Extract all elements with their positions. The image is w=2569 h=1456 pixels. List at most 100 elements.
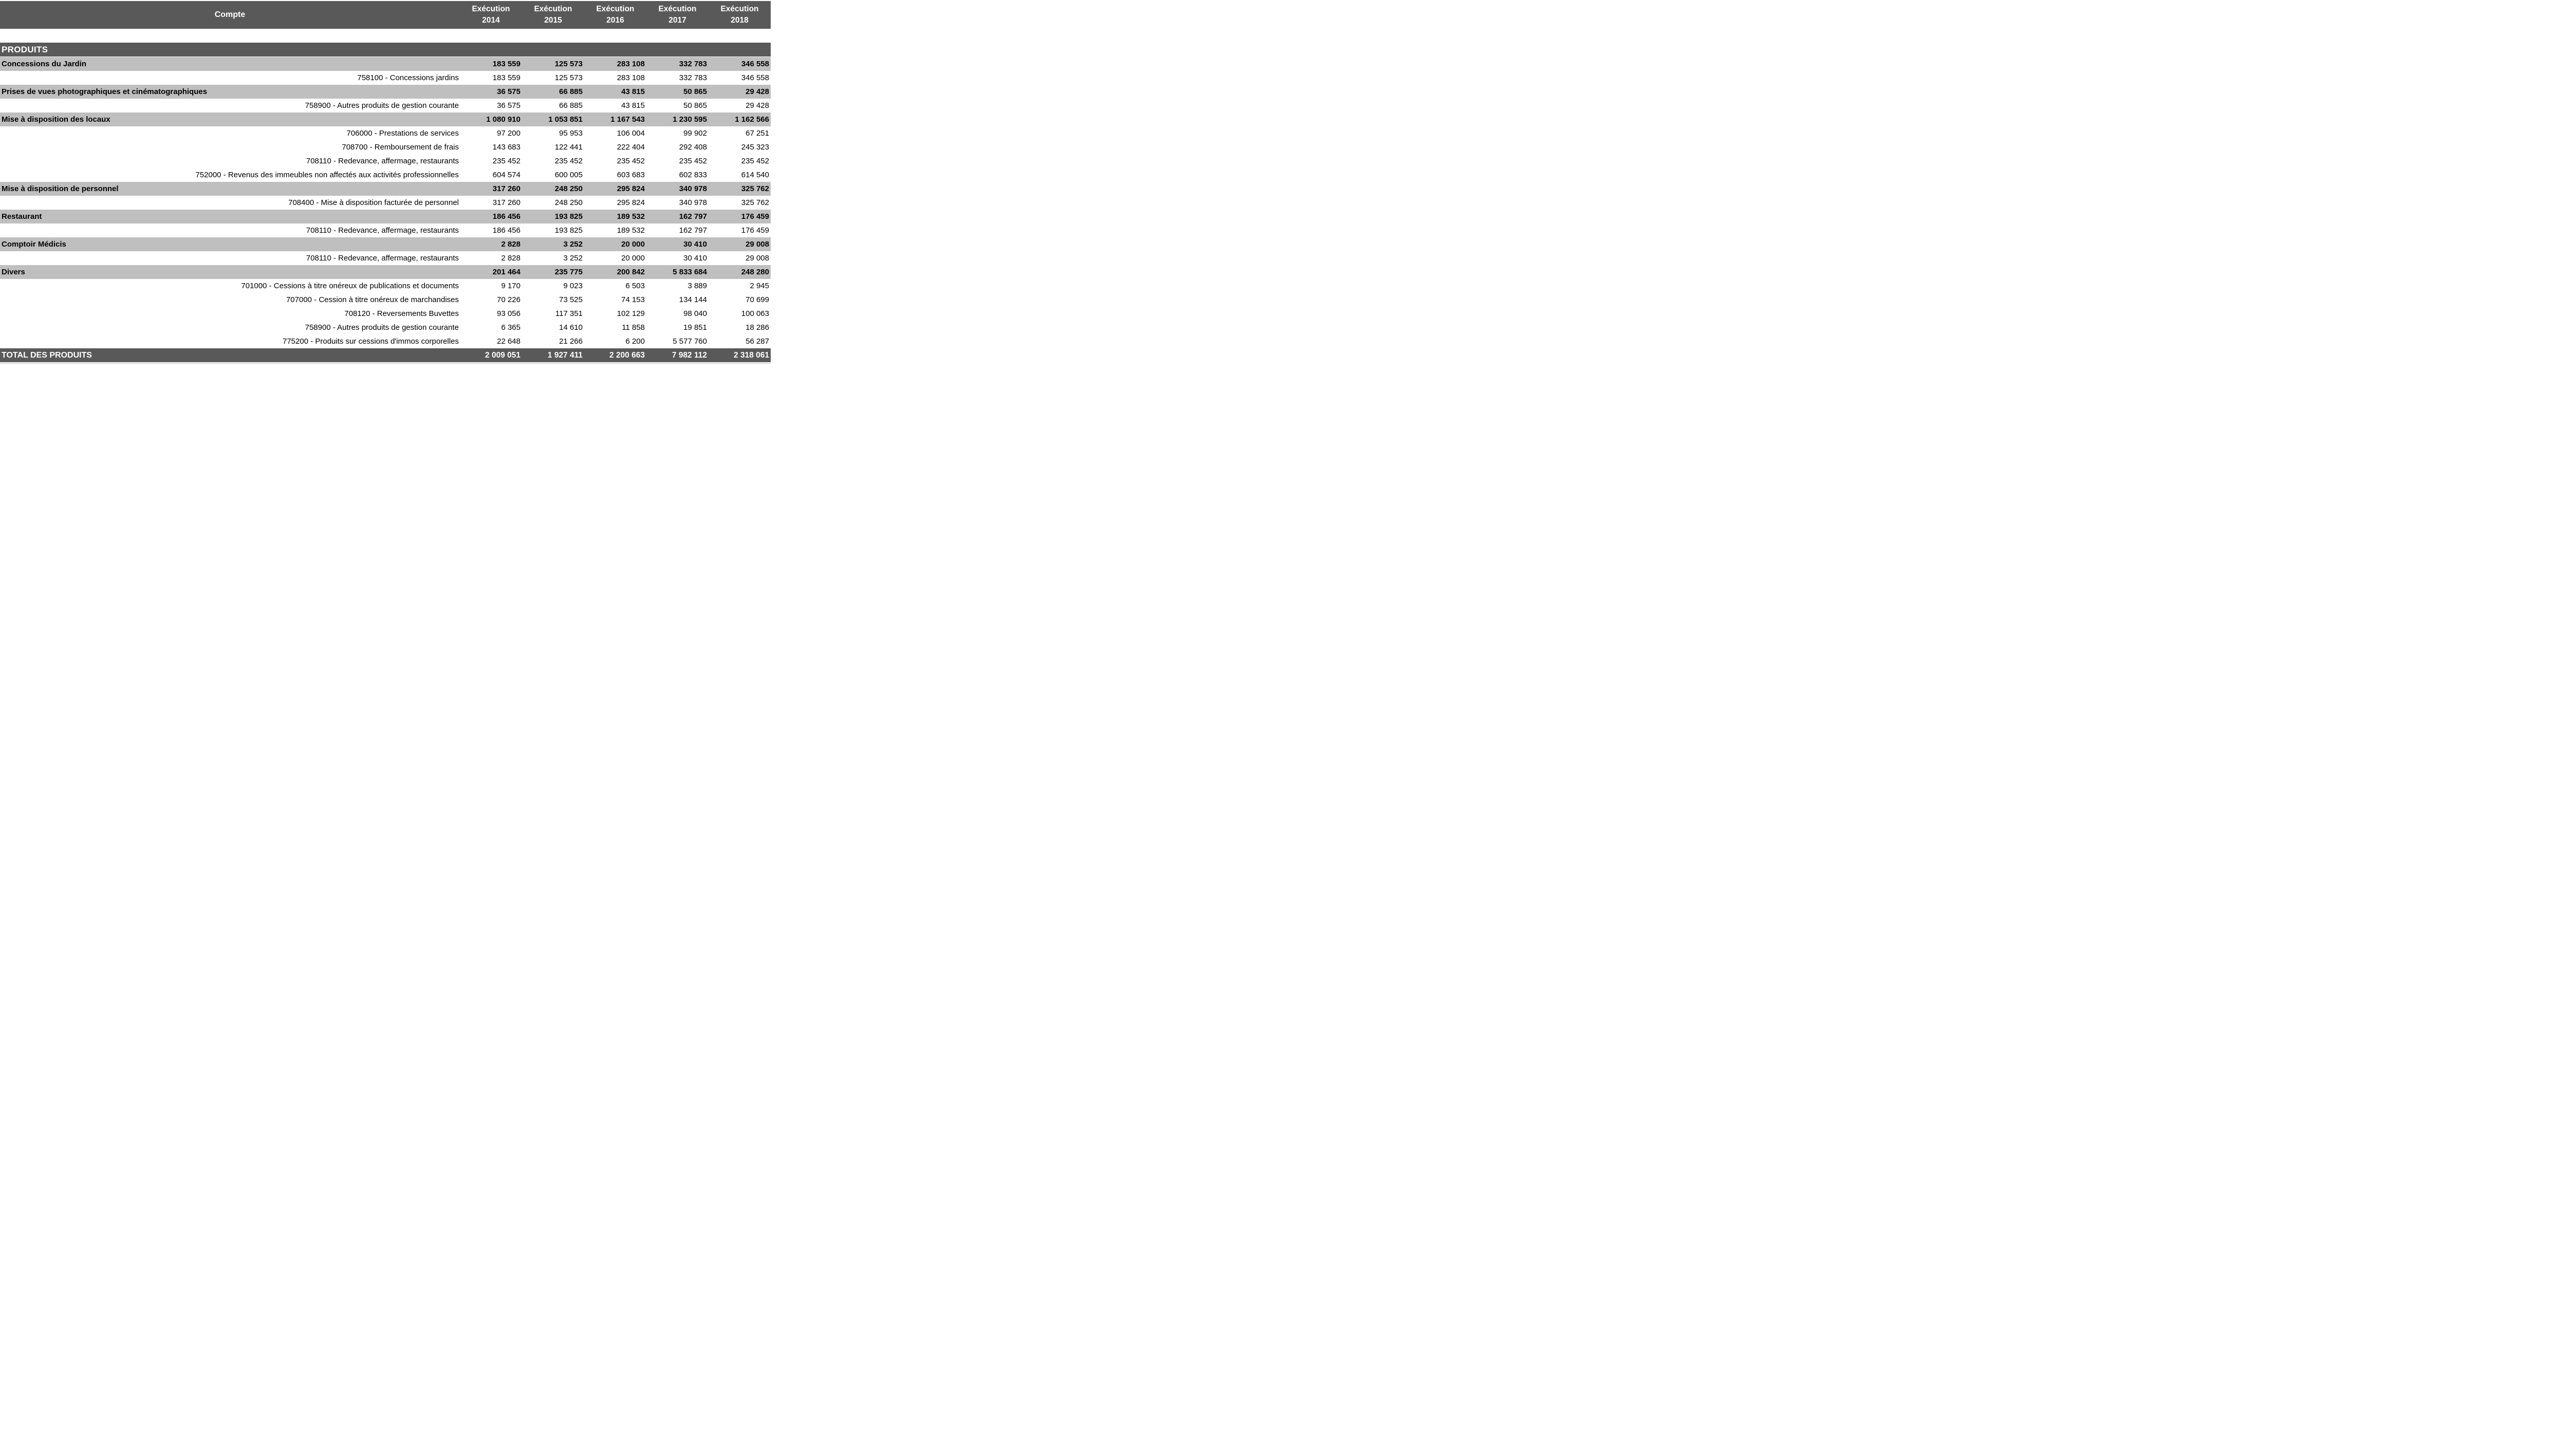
value-cell: 43 815 <box>621 87 645 96</box>
value-cell: 235 775 <box>554 268 583 276</box>
value-cell: 600 005 <box>554 171 583 179</box>
value-cell: 603 683 <box>617 171 645 179</box>
value-cell: 346 558 <box>741 73 769 82</box>
value-cell: 18 286 <box>746 323 769 332</box>
value-cell: 248 250 <box>554 184 583 193</box>
value-cell: 201 464 <box>492 268 520 276</box>
total-value-cell: 2 318 061 <box>734 350 769 360</box>
section-header-produits: PRODUITS <box>0 43 771 57</box>
value-cell: 2 828 <box>501 240 520 249</box>
value-cell: 125 573 <box>554 60 583 68</box>
category-label: Restaurant <box>2 213 42 220</box>
execution-label: Exécution <box>534 5 572 14</box>
value-cell: 14 610 <box>559 323 583 332</box>
value-cell: 29 428 <box>746 87 769 96</box>
value-cell: 29 428 <box>746 101 769 110</box>
category-row: Mise à disposition des locaux 1 080 910 1 … <box>0 113 771 126</box>
execution-year: 2018 <box>731 16 749 25</box>
account-label: 707000 - Cession à titre onéreux de marc… <box>286 296 459 304</box>
value-cell: 6 503 <box>625 282 645 290</box>
category-row: Prises de vues photographiques et cinéma… <box>0 85 771 99</box>
value-cell: 602 833 <box>679 171 707 179</box>
value-cell: 66 885 <box>559 101 583 110</box>
value-cell: 1 162 566 <box>735 115 769 124</box>
category-row: Divers 201 464 235 775 200 842 5 833 684 248 … <box>0 265 771 279</box>
account-label: 752000 - Revenus des immeubles non affec… <box>195 171 459 179</box>
value-cell: 325 762 <box>741 198 769 207</box>
value-cell: 102 129 <box>617 309 645 318</box>
value-cell: 292 408 <box>679 143 707 152</box>
value-cell: 36 575 <box>497 101 520 110</box>
account-detail-row: 708110 - Redevance, affermage, restauran… <box>0 154 771 168</box>
value-cell: 189 532 <box>617 226 645 235</box>
value-cell: 235 452 <box>679 157 707 165</box>
value-cell: 186 456 <box>492 226 520 235</box>
category-label: Mise à disposition des locaux <box>2 116 110 123</box>
value-cell: 117 351 <box>555 309 583 318</box>
category-row: Concessions du Jardin 183 559 125 573 283 1… <box>0 57 771 71</box>
value-cell: 176 459 <box>741 226 769 235</box>
account-label: 708110 - Redevance, affermage, restauran… <box>306 157 459 165</box>
account-detail-row: 708110 - Redevance, affermage, restauran… <box>0 223 771 237</box>
execution-year: 2016 <box>606 16 624 25</box>
value-cell: 98 040 <box>683 309 707 318</box>
value-cell: 222 404 <box>617 143 645 152</box>
value-cell: 340 978 <box>679 184 707 193</box>
category-label: Divers <box>2 268 25 276</box>
value-cell: 245 323 <box>741 143 769 152</box>
account-label: 758900 - Autres produits de gestion cour… <box>305 102 459 109</box>
account-detail-row: 708700 - Remboursement de frais 143 683 12… <box>0 140 771 154</box>
table-body: Concessions du Jardin 183 559 125 573 283 1… <box>0 57 771 348</box>
value-cell: 5 577 760 <box>673 337 707 346</box>
account-label: 758100 - Concessions jardins <box>357 74 459 82</box>
value-cell: 614 540 <box>741 171 769 179</box>
execution-label: Exécution <box>596 5 635 14</box>
value-cell: 1 167 543 <box>610 115 645 124</box>
value-cell: 235 452 <box>617 157 645 165</box>
account-label: 708120 - Reversements Buvettes <box>344 310 459 318</box>
column-header-execution-2018: Exécution 2018 <box>709 1 771 29</box>
value-cell: 95 953 <box>559 129 583 138</box>
value-cell: 248 250 <box>554 198 583 207</box>
value-cell: 36 575 <box>497 87 520 96</box>
account-label: 708700 - Remboursement de frais <box>342 143 459 151</box>
value-cell: 186 456 <box>492 212 520 221</box>
value-cell: 235 452 <box>492 157 520 165</box>
account-label: 701000 - Cessions à titre onéreux de pub… <box>241 282 459 290</box>
value-cell: 29 008 <box>746 254 769 263</box>
value-cell: 43 815 <box>621 101 645 110</box>
value-cell: 295 824 <box>617 198 645 207</box>
value-cell: 3 889 <box>687 282 707 290</box>
value-cell: 1 053 851 <box>548 115 583 124</box>
value-cell: 283 108 <box>617 60 645 68</box>
value-cell: 20 000 <box>621 254 645 263</box>
column-header-execution-2017: Exécution 2017 <box>646 1 709 29</box>
account-detail-row: 752000 - Revenus des immeubles non affec… <box>0 168 771 182</box>
category-label: Prises de vues photographiques et cinéma… <box>2 88 208 96</box>
total-row: TOTAL DES PRODUITS 2 009 051 1 927 411 2 2… <box>0 348 771 362</box>
account-label: 708400 - Mise à disposition facturée de … <box>288 199 459 207</box>
execution-year: 2017 <box>668 16 686 25</box>
value-cell: 29 008 <box>746 240 769 249</box>
value-cell: 346 558 <box>741 60 769 68</box>
budget-execution-table: Compte Exécution 2014 Exécution 2015 Exécuti… <box>0 0 771 364</box>
value-cell: 2 828 <box>501 254 520 263</box>
value-cell: 70 699 <box>746 295 769 304</box>
value-cell: 97 200 <box>497 129 520 138</box>
value-cell: 20 000 <box>621 240 645 249</box>
category-row: Comptoir Médicis 2 828 3 252 20 000 30 410 29… <box>0 237 771 251</box>
value-cell: 11 858 <box>622 323 645 332</box>
spacer-row <box>0 29 771 43</box>
value-cell: 340 978 <box>679 198 707 207</box>
value-cell: 143 683 <box>492 143 520 152</box>
value-cell: 3 252 <box>563 254 583 263</box>
account-detail-row: 706000 - Prestations de services 97 200 95… <box>0 126 771 140</box>
account-label: 706000 - Prestations de services <box>346 129 459 137</box>
account-detail-row: 708110 - Redevance, affermage, restauran… <box>0 251 771 265</box>
value-cell: 193 825 <box>554 226 583 235</box>
column-header-execution-2015: Exécution 2015 <box>522 1 584 29</box>
value-cell: 70 226 <box>497 295 520 304</box>
value-cell: 6 200 <box>625 337 645 346</box>
value-cell: 295 824 <box>617 184 645 193</box>
account-label: 775200 - Produits sur cessions d'immos c… <box>282 338 459 345</box>
